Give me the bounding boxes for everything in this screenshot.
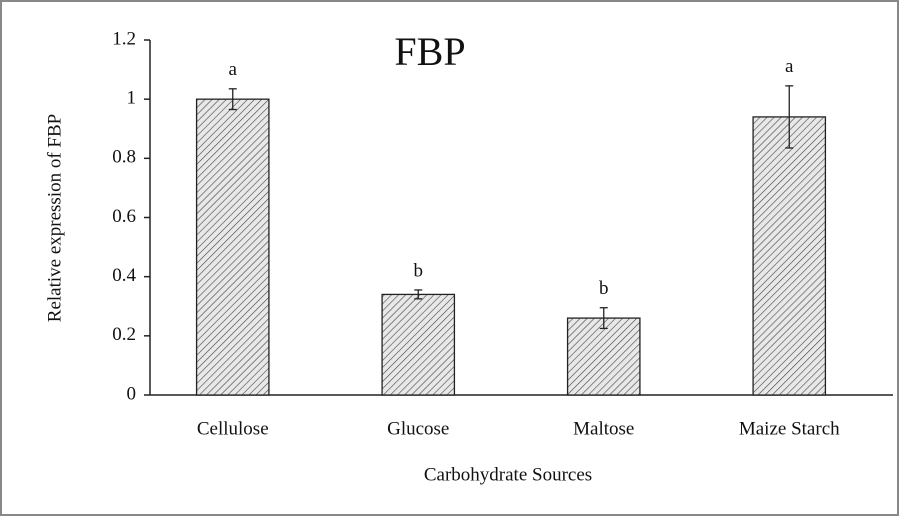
- y-tick-label: 0.6: [112, 206, 136, 227]
- annotation: a: [229, 59, 238, 80]
- error-bar: [599, 307, 608, 330]
- x-tick-label: Maize Starch: [739, 418, 840, 439]
- error-bar: [414, 289, 423, 300]
- bar: [381, 293, 456, 396]
- annotation: b: [414, 260, 424, 281]
- bar: [195, 98, 270, 396]
- bar: [752, 116, 827, 396]
- bar: [566, 317, 641, 396]
- error-bar: [785, 85, 794, 149]
- y-tick-label: 0.4: [112, 265, 136, 286]
- annotation: a: [785, 56, 794, 77]
- y-tick-label: 1.2: [112, 28, 136, 49]
- x-tick-label: Maltose: [573, 418, 634, 439]
- y-tick-label: 0.2: [112, 324, 136, 345]
- x-axis-label: Carbohydrate Sources: [424, 464, 592, 485]
- error-bar: [228, 88, 237, 111]
- chart-title: FBP: [394, 29, 465, 74]
- x-tick-label: Cellulose: [197, 418, 269, 439]
- y-tick-label: 0.8: [112, 147, 136, 168]
- y-axis-label: Relative expression of FBP: [44, 114, 65, 322]
- y-tick-label: 1: [127, 88, 137, 109]
- y-tick-label: 0: [127, 383, 137, 404]
- x-tick-label: Glucose: [387, 418, 449, 439]
- annotation: b: [599, 278, 609, 299]
